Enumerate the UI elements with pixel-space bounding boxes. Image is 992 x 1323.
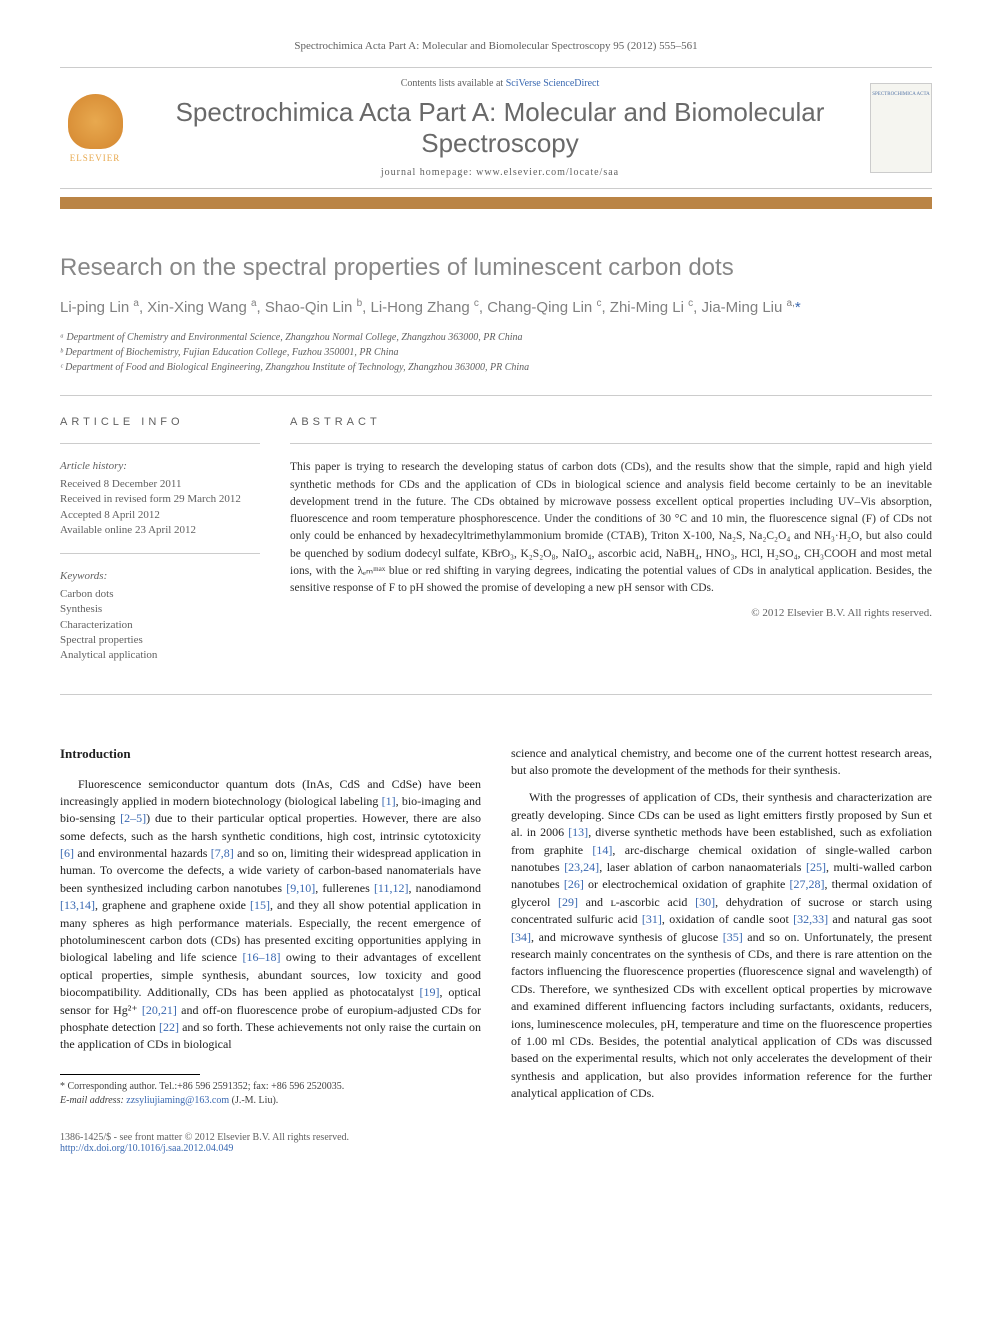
body-para-r1: With the progresses of application of CD… — [511, 789, 932, 1102]
contents-line: Contents lists available at SciVerse Sci… — [150, 78, 850, 89]
affiliation-a: ᵃ Department of Chemistry and Environmen… — [60, 330, 932, 345]
journal-homepage: journal homepage: www.elsevier.com/locat… — [150, 167, 850, 178]
abstract-label: ABSTRACT — [290, 416, 932, 428]
abstract-divider — [290, 443, 932, 444]
authors-text: Li-ping Lin a, Xin-Xing Wang a, Shao-Qin… — [60, 299, 795, 316]
divider-bottom — [60, 694, 932, 695]
footnote-corr: * Corresponding author. Tel.:+86 596 259… — [60, 1080, 481, 1094]
elsevier-label: ELSEVIER — [70, 153, 121, 163]
info-divider-1 — [60, 443, 260, 444]
journal-cover-thumb[interactable]: SPECTROCHIMICA ACTA — [870, 83, 932, 173]
article-title: Research on the spectral properties of l… — [60, 254, 932, 282]
intro-heading: Introduction — [60, 745, 481, 764]
email-label: E-mail address: — [60, 1095, 126, 1106]
header-citation: Spectrochimica Acta Part A: Molecular an… — [60, 40, 932, 52]
corresponding-link[interactable]: * — [795, 299, 801, 316]
affiliation-c: ᶜ Department of Food and Biological Engi… — [60, 360, 932, 375]
journal-name: Spectrochimica Acta Part A: Molecular an… — [150, 97, 850, 159]
affiliation-b: ᵇ Department of Biochemistry, Fujian Edu… — [60, 345, 932, 360]
article-info-col: ARTICLE INFO Article history: Received 8… — [60, 416, 260, 678]
body-col-left: Introduction Fluorescence semiconductor … — [60, 745, 481, 1113]
abstract-text: This paper is trying to research the dev… — [290, 459, 932, 597]
keyword-2: Characterization — [60, 618, 260, 633]
masthead-center: Contents lists available at SciVerse Sci… — [150, 78, 850, 178]
info-abstract-row: ARTICLE INFO Article history: Received 8… — [60, 416, 932, 678]
history-heading: Article history: — [60, 459, 260, 474]
footer-block: 1386-1425/$ - see front matter © 2012 El… — [60, 1132, 932, 1154]
accent-bar — [60, 197, 932, 209]
history-0: Received 8 December 2011 — [60, 477, 260, 492]
contents-prefix: Contents lists available at — [401, 78, 506, 89]
elsevier-tree-icon — [68, 94, 123, 149]
keyword-3: Spectral properties — [60, 633, 260, 648]
homepage-prefix: journal homepage: — [381, 167, 476, 178]
info-divider-2 — [60, 553, 260, 554]
affiliations: ᵃ Department of Chemistry and Environmen… — [60, 330, 932, 375]
history-1: Received in revised form 29 March 2012 — [60, 492, 260, 507]
history-3: Available online 23 April 2012 — [60, 523, 260, 538]
email-who: (J.-M. Liu). — [229, 1095, 278, 1106]
footnote-divider — [60, 1074, 200, 1075]
copyright: © 2012 Elsevier B.V. All rights reserved… — [290, 607, 932, 619]
history-block: Article history: Received 8 December 201… — [60, 459, 260, 538]
email-link[interactable]: zzsyliujiaming@163.com — [126, 1095, 229, 1106]
footer-line1: 1386-1425/$ - see front matter © 2012 El… — [60, 1132, 932, 1143]
body-para-l0: Fluorescence semiconductor quantum dots … — [60, 776, 481, 1054]
masthead: ELSEVIER Contents lists available at Sci… — [60, 67, 932, 189]
history-2: Accepted 8 April 2012 — [60, 508, 260, 523]
footnote-email-line: E-mail address: zzsyliujiaming@163.com (… — [60, 1094, 481, 1108]
keywords-heading: Keywords: — [60, 569, 260, 584]
keywords-block: Keywords: Carbon dots Synthesis Characte… — [60, 569, 260, 663]
cover-text: SPECTROCHIMICA ACTA — [872, 92, 930, 97]
keyword-4: Analytical application — [60, 648, 260, 663]
elsevier-logo[interactable]: ELSEVIER — [60, 88, 130, 168]
divider-top — [60, 395, 932, 396]
doi-link[interactable]: http://dx.doi.org/10.1016/j.saa.2012.04.… — [60, 1143, 233, 1154]
keyword-0: Carbon dots — [60, 587, 260, 602]
body-para-r0: science and analytical chemistry, and be… — [511, 745, 932, 780]
body-columns: Introduction Fluorescence semiconductor … — [60, 745, 932, 1113]
authors-line: Li-ping Lin a, Xin-Xing Wang a, Shao-Qin… — [60, 297, 932, 318]
homepage-url[interactable]: www.elsevier.com/locate/saa — [476, 167, 619, 178]
sciencedirect-link[interactable]: SciVerse ScienceDirect — [506, 78, 600, 89]
body-col-right: science and analytical chemistry, and be… — [511, 745, 932, 1113]
abstract-col: ABSTRACT This paper is trying to researc… — [290, 416, 932, 678]
footnote-block: * Corresponding author. Tel.:+86 596 259… — [60, 1080, 481, 1108]
keyword-1: Synthesis — [60, 602, 260, 617]
info-label: ARTICLE INFO — [60, 416, 260, 428]
